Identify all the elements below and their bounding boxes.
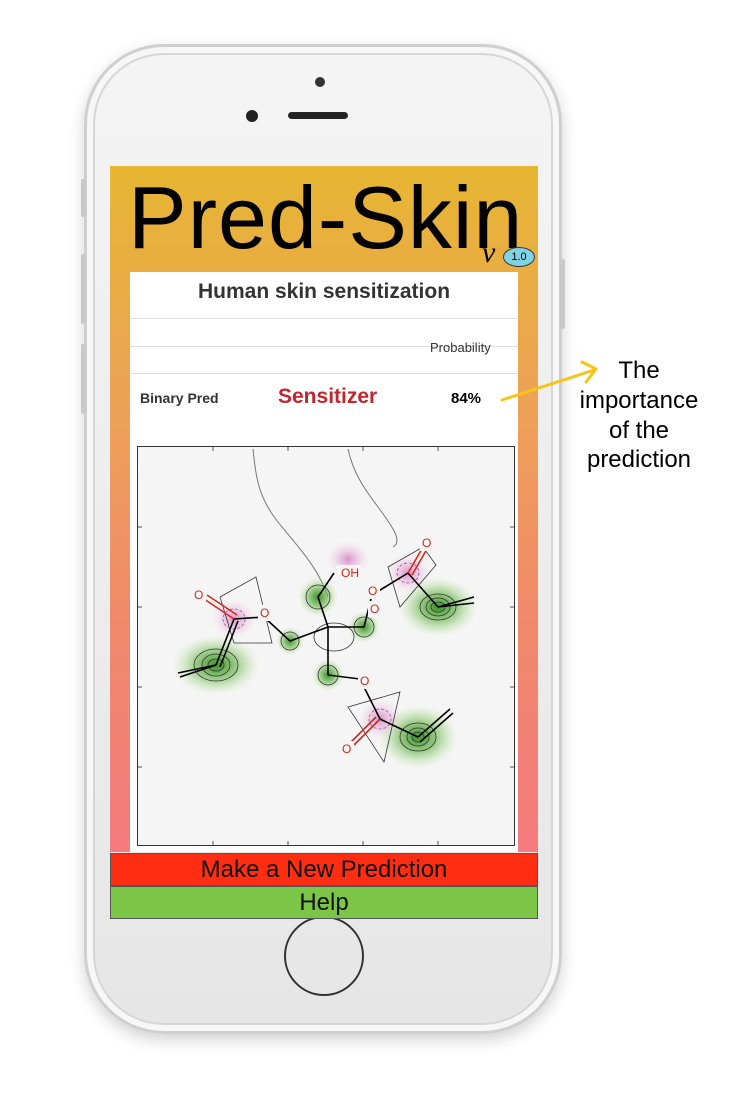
panel-title: Human skin sensitization <box>197 280 451 303</box>
binary-pred-label: Binary Pred <box>140 390 219 406</box>
annotation-line: The <box>618 357 660 384</box>
molecule-contribution-map: OH O O O O O O O <box>137 446 515 846</box>
annotation-text: The importance of the prediction <box>546 356 732 475</box>
atom-label: O <box>368 584 377 598</box>
volume-up-button <box>81 254 86 324</box>
app-title: Pred-Skin <box>128 168 524 267</box>
home-button[interactable] <box>284 916 364 996</box>
arrow-icon <box>500 360 598 402</box>
volume-down-button <box>81 344 86 414</box>
divider <box>130 318 518 319</box>
version-badge: 1.0 <box>503 247 535 267</box>
proximity-sensor <box>246 110 258 122</box>
power-button <box>560 259 565 329</box>
annotation-line: of the <box>608 416 670 444</box>
new-prediction-button[interactable]: Make a New Prediction <box>110 853 538 886</box>
atom-label: O <box>422 536 431 550</box>
atom-label: O <box>194 588 203 602</box>
divider <box>130 346 518 347</box>
atom-label: OH <box>341 566 359 580</box>
version-prefix: ν <box>482 236 496 269</box>
atom-label: O <box>360 674 369 688</box>
mute-switch <box>81 179 86 217</box>
annotation-line: prediction <box>586 446 692 474</box>
prediction-value: Sensitizer <box>278 385 378 408</box>
earpiece-speaker <box>288 112 348 119</box>
help-button[interactable]: Help <box>110 886 538 919</box>
atom-label: O <box>342 742 351 756</box>
atom-label: O <box>370 602 379 616</box>
annotation-line: importance <box>579 386 699 414</box>
divider <box>130 373 518 374</box>
front-camera <box>315 77 325 87</box>
molecule-svg: OH O O O O O O O <box>138 447 514 845</box>
atom-label: O <box>260 606 269 620</box>
probability-column-header: Probability <box>430 340 491 355</box>
probability-value: 84% <box>451 390 482 407</box>
